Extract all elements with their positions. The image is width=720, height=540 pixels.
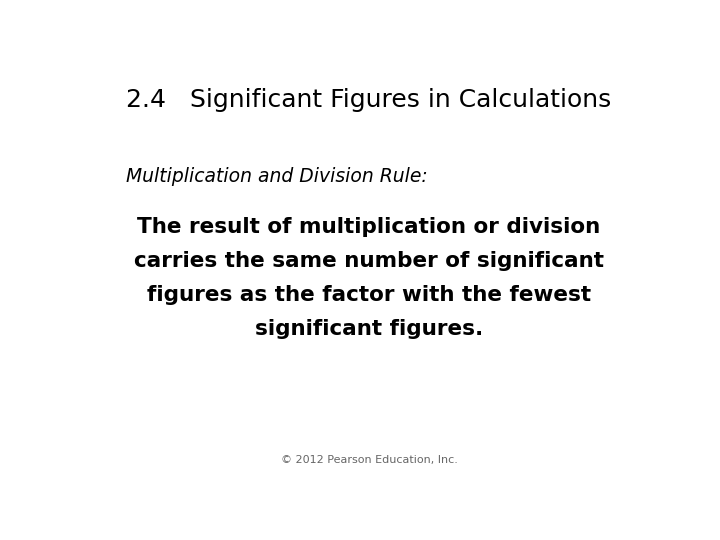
Text: The result of multiplication or division: The result of multiplication or division: [138, 217, 600, 237]
Text: carries the same number of significant: carries the same number of significant: [134, 251, 604, 271]
Text: significant figures.: significant figures.: [255, 319, 483, 339]
Text: © 2012 Pearson Education, Inc.: © 2012 Pearson Education, Inc.: [281, 455, 457, 465]
Text: Multiplication and Division Rule:: Multiplication and Division Rule:: [126, 167, 428, 186]
Text: figures as the factor with the fewest: figures as the factor with the fewest: [147, 285, 591, 305]
Text: 2.4   Significant Figures in Calculations: 2.4 Significant Figures in Calculations: [126, 87, 611, 112]
